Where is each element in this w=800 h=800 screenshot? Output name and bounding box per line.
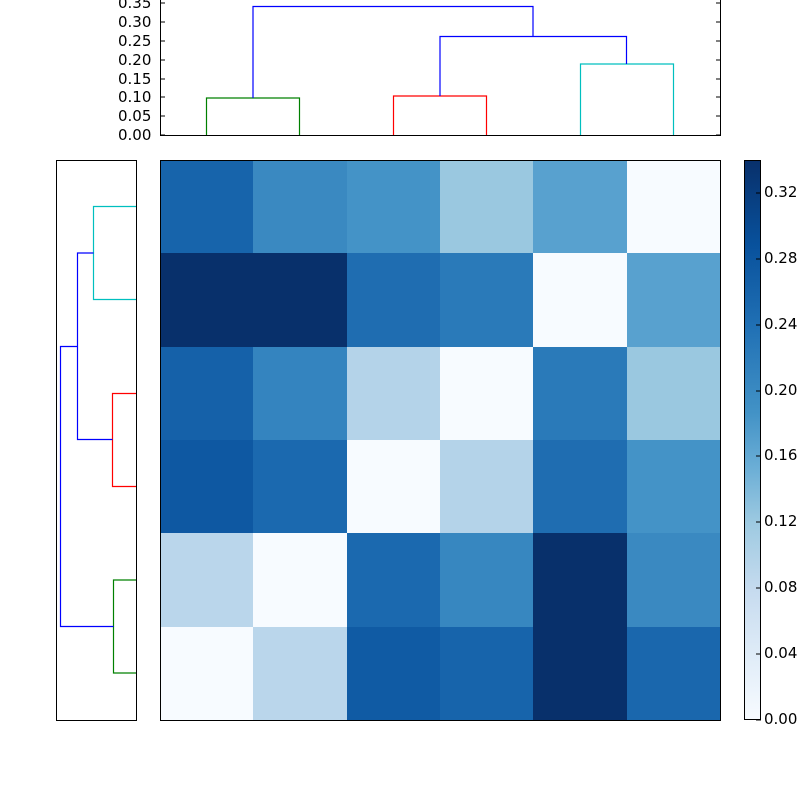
heatmap-cell — [533, 533, 628, 628]
top-ytick: 0.10 — [118, 88, 152, 106]
heatmap-cell — [440, 626, 534, 721]
colorbar-tick: 0.04 — [764, 644, 798, 662]
heatmap-cell — [533, 440, 628, 534]
heatmap-cell — [253, 440, 348, 534]
heatmap — [160, 160, 721, 721]
colorbar-tick: 0.24 — [764, 315, 798, 333]
colorbar-tick: 0.20 — [764, 381, 798, 399]
heatmap-cell — [253, 160, 348, 254]
heatmap-cell — [346, 440, 441, 534]
colorbar-tick: 0.12 — [764, 512, 798, 530]
top-ytick: 0.30 — [118, 13, 152, 31]
heatmap-cell — [160, 253, 254, 348]
heatmap-cell — [346, 160, 441, 254]
heatmap-cell — [160, 346, 254, 441]
top-ytick: 0.15 — [118, 70, 152, 88]
heatmap-cell — [346, 346, 441, 441]
heatmap-cell — [626, 533, 721, 628]
top-ytick: 0.25 — [118, 32, 152, 50]
colorbar-tick: 0.28 — [764, 249, 798, 267]
heatmap-cell — [440, 253, 534, 348]
heatmap-border — [160, 160, 721, 721]
colorbar-tick: 0.16 — [764, 446, 798, 464]
colorbar-tick: 0.08 — [764, 578, 798, 596]
heatmap-cell — [160, 160, 254, 254]
heatmap-cell — [533, 626, 628, 721]
colorbar — [744, 160, 761, 720]
heatmap-cell — [533, 253, 628, 348]
top-ytick: 0.00 — [118, 126, 152, 144]
colorbar-tick: 0.00 — [764, 710, 798, 728]
heatmap-cell — [626, 440, 721, 534]
heatmap-cell — [626, 253, 721, 348]
heatmap-cell — [160, 626, 254, 721]
heatmap-cell — [533, 346, 628, 441]
heatmap-cell — [533, 160, 628, 254]
dendro-link-blue-root — [59, 345, 114, 628]
heatmap-cell — [253, 533, 348, 628]
heatmap-cell — [160, 440, 254, 534]
top-ytick: 0.05 — [118, 107, 152, 125]
heatmap-cell — [346, 253, 441, 348]
colorbar-tick: 0.32 — [764, 183, 798, 201]
heatmap-cell — [626, 626, 721, 721]
heatmap-cell — [440, 160, 534, 254]
heatmap-cell — [440, 346, 534, 441]
heatmap-cell — [626, 346, 721, 441]
heatmap-cells — [160, 160, 721, 721]
heatmap-cell — [440, 440, 534, 534]
heatmap-cell — [253, 346, 348, 441]
heatmap-cell — [253, 253, 348, 348]
heatmap-cell — [253, 626, 348, 721]
heatmap-cell — [440, 533, 534, 628]
left-dendrogram-axes — [56, 160, 137, 721]
top-ytick: 0.35 — [118, 0, 152, 12]
heatmap-cell — [346, 626, 441, 721]
heatmap-cell — [346, 533, 441, 628]
top-ytick: 0.20 — [118, 51, 152, 69]
heatmap-cell — [160, 533, 254, 628]
heatmap-cell — [626, 160, 721, 254]
dendro-link-blue-root — [252, 5, 534, 98]
